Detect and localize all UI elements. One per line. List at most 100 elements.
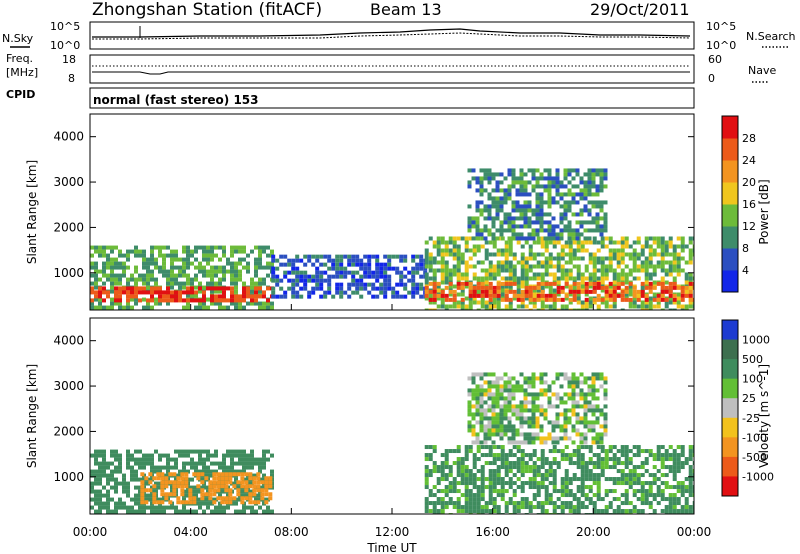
data-cell [571, 396, 576, 401]
data-cell [262, 449, 266, 454]
data-cell [656, 293, 661, 298]
data-cell [608, 304, 613, 309]
data-cell [283, 274, 288, 279]
data-cell [539, 388, 544, 393]
data-cell [580, 240, 585, 245]
data-cell [511, 224, 516, 229]
data-cell [496, 505, 501, 510]
data-cell [214, 253, 218, 258]
data-cell [648, 300, 653, 305]
data-cell [532, 449, 537, 454]
data-cell [668, 509, 673, 514]
data-cell [190, 465, 194, 470]
data-cell [238, 245, 242, 250]
data-cell [464, 272, 469, 277]
data-cell [535, 376, 540, 381]
data-cell [419, 258, 424, 263]
data-cell [206, 449, 210, 454]
data-cell [483, 216, 488, 221]
data-cell [206, 273, 210, 278]
data-cell [222, 277, 226, 282]
data-cell [236, 480, 241, 485]
data-cell [636, 268, 641, 273]
data-cell [94, 249, 98, 254]
data-cell [488, 308, 493, 310]
data-cell [224, 500, 229, 505]
data-cell [407, 270, 412, 275]
data-cell [206, 453, 210, 458]
data-cell [580, 465, 585, 470]
data-cell [479, 188, 484, 193]
data-cell [528, 276, 533, 281]
data-cell [519, 180, 524, 185]
data-cell [383, 270, 388, 275]
data-cell [222, 273, 226, 278]
data-cell [291, 286, 296, 291]
data-cell [536, 288, 541, 293]
data-cell [391, 266, 396, 271]
data-cell [636, 292, 641, 297]
data-cell [591, 172, 596, 177]
data-cell [106, 245, 110, 250]
data-cell [440, 497, 445, 502]
data-cell [448, 236, 453, 241]
data-cell [198, 286, 202, 291]
data-cell [491, 404, 496, 409]
data-cell [166, 281, 170, 286]
data-cell [148, 472, 153, 477]
data-cell [668, 281, 673, 286]
data-cell [507, 436, 512, 441]
data-cell [483, 432, 488, 437]
data-cell [339, 254, 344, 259]
data-cell [511, 180, 516, 185]
data-cell [520, 276, 525, 281]
data-cell [604, 236, 609, 241]
data-cell [190, 457, 194, 462]
data-cell [180, 480, 185, 485]
data-cell [591, 180, 596, 185]
data-cell [250, 509, 254, 514]
data-cell [576, 256, 581, 261]
data-cell [568, 481, 573, 486]
data-cell [363, 266, 368, 271]
data-cell [568, 260, 573, 265]
data-cell [552, 449, 557, 454]
data-cell [612, 256, 617, 261]
data-cell [524, 264, 529, 269]
data-cell [214, 289, 218, 294]
data-cell [130, 477, 134, 482]
data-cell [644, 457, 649, 462]
data-cell [572, 497, 577, 502]
data-cell [480, 276, 485, 281]
data-cell [644, 497, 649, 502]
data-cell [676, 465, 681, 470]
data-cell [575, 404, 580, 409]
data-cell [210, 273, 214, 278]
data-cell [587, 400, 592, 405]
data-cell [544, 473, 549, 478]
data-cell [532, 453, 537, 458]
cpid-text: normal (fast stereo) 153 [93, 93, 259, 107]
colorbar-tick-label: 24 [742, 154, 756, 167]
data-cell [192, 472, 197, 477]
data-cell [94, 281, 98, 286]
data-cell [503, 384, 508, 389]
data-cell [516, 240, 521, 245]
data-cell [600, 272, 605, 277]
data-cell [335, 270, 340, 275]
data-cell [262, 301, 266, 306]
data-cell [495, 392, 500, 397]
data-cell [488, 489, 493, 494]
data-cell [472, 244, 477, 249]
data-cell [624, 264, 629, 269]
data-cell [110, 245, 114, 250]
data-cell [612, 268, 617, 273]
data-cell [592, 276, 597, 281]
data-cell [632, 293, 637, 298]
data-cell [335, 258, 340, 263]
data-cell [600, 236, 605, 241]
data-cell [162, 253, 166, 258]
data-cell [624, 292, 629, 297]
data-cell [158, 253, 162, 258]
